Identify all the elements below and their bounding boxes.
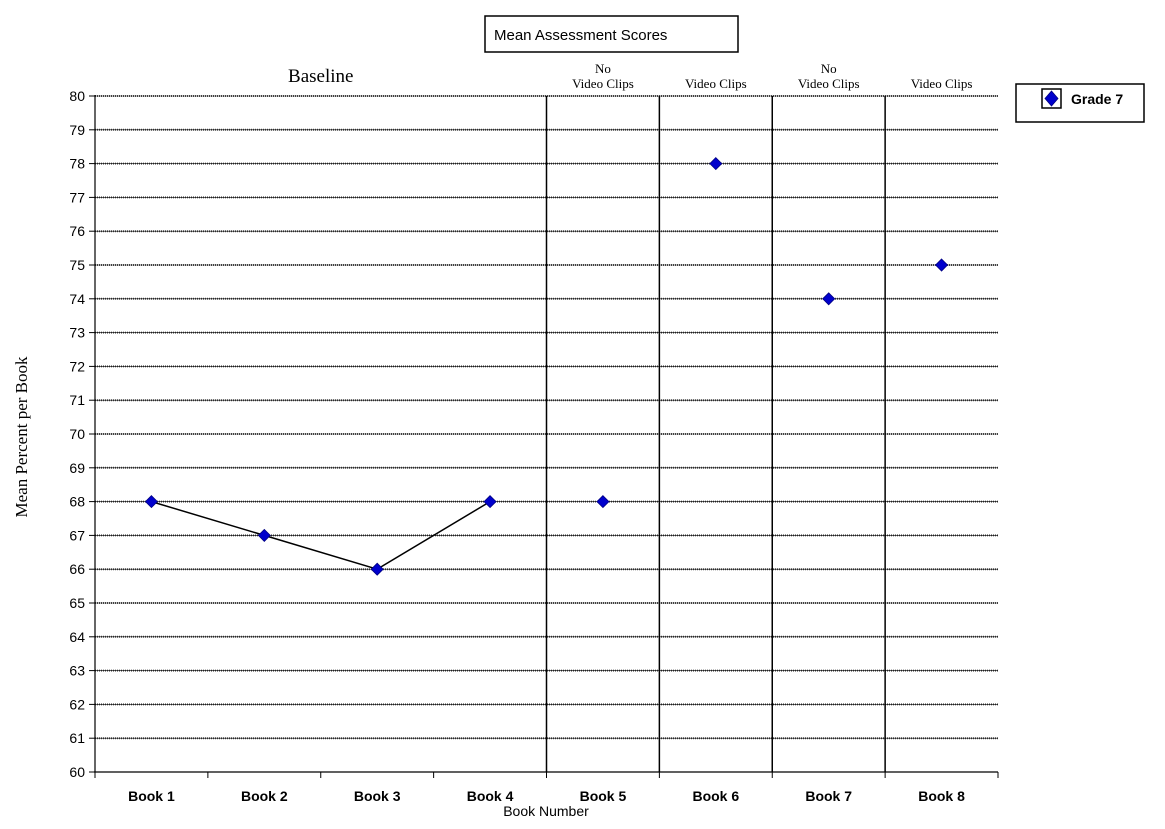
y-tick-label: 78	[69, 156, 85, 172]
y-tick-label: 67	[69, 527, 85, 543]
data-point	[370, 562, 384, 576]
data-point	[596, 495, 610, 509]
data-point	[934, 258, 949, 272]
data-point	[257, 528, 271, 542]
phase-label: No	[821, 61, 837, 76]
y-tick-label: 60	[69, 764, 85, 780]
phase-label: No	[595, 61, 611, 76]
data-point	[822, 292, 836, 306]
x-tick-label: Book 1	[128, 788, 175, 804]
y-tick-label: 74	[69, 291, 85, 307]
y-tick-label: 73	[69, 325, 85, 341]
phase-label: Video Clips	[911, 76, 973, 91]
legend-diamond-icon	[1044, 90, 1059, 107]
legend-label: Grade 7	[1071, 91, 1123, 107]
y-tick-label: 62	[69, 696, 85, 712]
phase-label: Baseline	[288, 66, 353, 87]
y-tick-label: 64	[69, 629, 85, 645]
y-axis-label: Mean Percent per Book	[12, 356, 31, 517]
chart-title: Mean Assessment Scores	[494, 27, 667, 44]
y-tick-label: 75	[69, 257, 85, 273]
data-point	[709, 157, 723, 171]
y-tick-labels: 60 61 62 63 64 65 66 67 68 69 70 71 72 73 74 75 76 77 78 79…	[69, 88, 85, 780]
phase-label: Video Clips	[798, 76, 860, 91]
y-tick-label: 66	[69, 561, 85, 577]
y-tick-label: 71	[69, 392, 85, 408]
y-tick-label: 72	[69, 358, 85, 374]
y-tick-label: 65	[69, 595, 85, 611]
y-tick-label: 79	[69, 122, 85, 138]
y-tick-label: 76	[69, 223, 85, 239]
y-tick-label: 61	[69, 730, 85, 746]
x-tick-label: Book 3	[354, 788, 401, 804]
chart-title-box: Mean Assessment Scores	[484, 15, 739, 53]
phase-separators	[545, 96, 886, 772]
x-tick-label: Book 5	[580, 788, 627, 804]
y-tick-label: 80	[69, 88, 85, 104]
phase-label: Video Clips	[572, 76, 634, 91]
y-tick-label: 70	[69, 426, 85, 442]
x-tick-label: Book 7	[805, 788, 852, 804]
y-tick-label: 77	[69, 189, 85, 205]
x-tick-label: Book 8	[918, 788, 965, 804]
data-point	[144, 495, 159, 509]
series-grade-7	[144, 157, 949, 576]
x-tick-label: Book 4	[467, 788, 514, 804]
phase-label: Video Clips	[685, 76, 747, 91]
y-tick-label: 63	[69, 663, 85, 679]
x-tick-labels: Book 1 Book 2 Book 3 Book 4 Book 5 Book 6 Book…	[128, 788, 965, 804]
series-line	[151, 500, 491, 571]
x-axis-label: Book Number	[503, 803, 589, 819]
y-tick-label: 68	[69, 494, 85, 510]
data-point	[483, 495, 497, 509]
x-tick-label: Book 2	[241, 788, 288, 804]
legend: Grade 7	[1015, 83, 1145, 123]
y-tick-label: 69	[69, 460, 85, 476]
x-tick-label: Book 6	[692, 788, 739, 804]
